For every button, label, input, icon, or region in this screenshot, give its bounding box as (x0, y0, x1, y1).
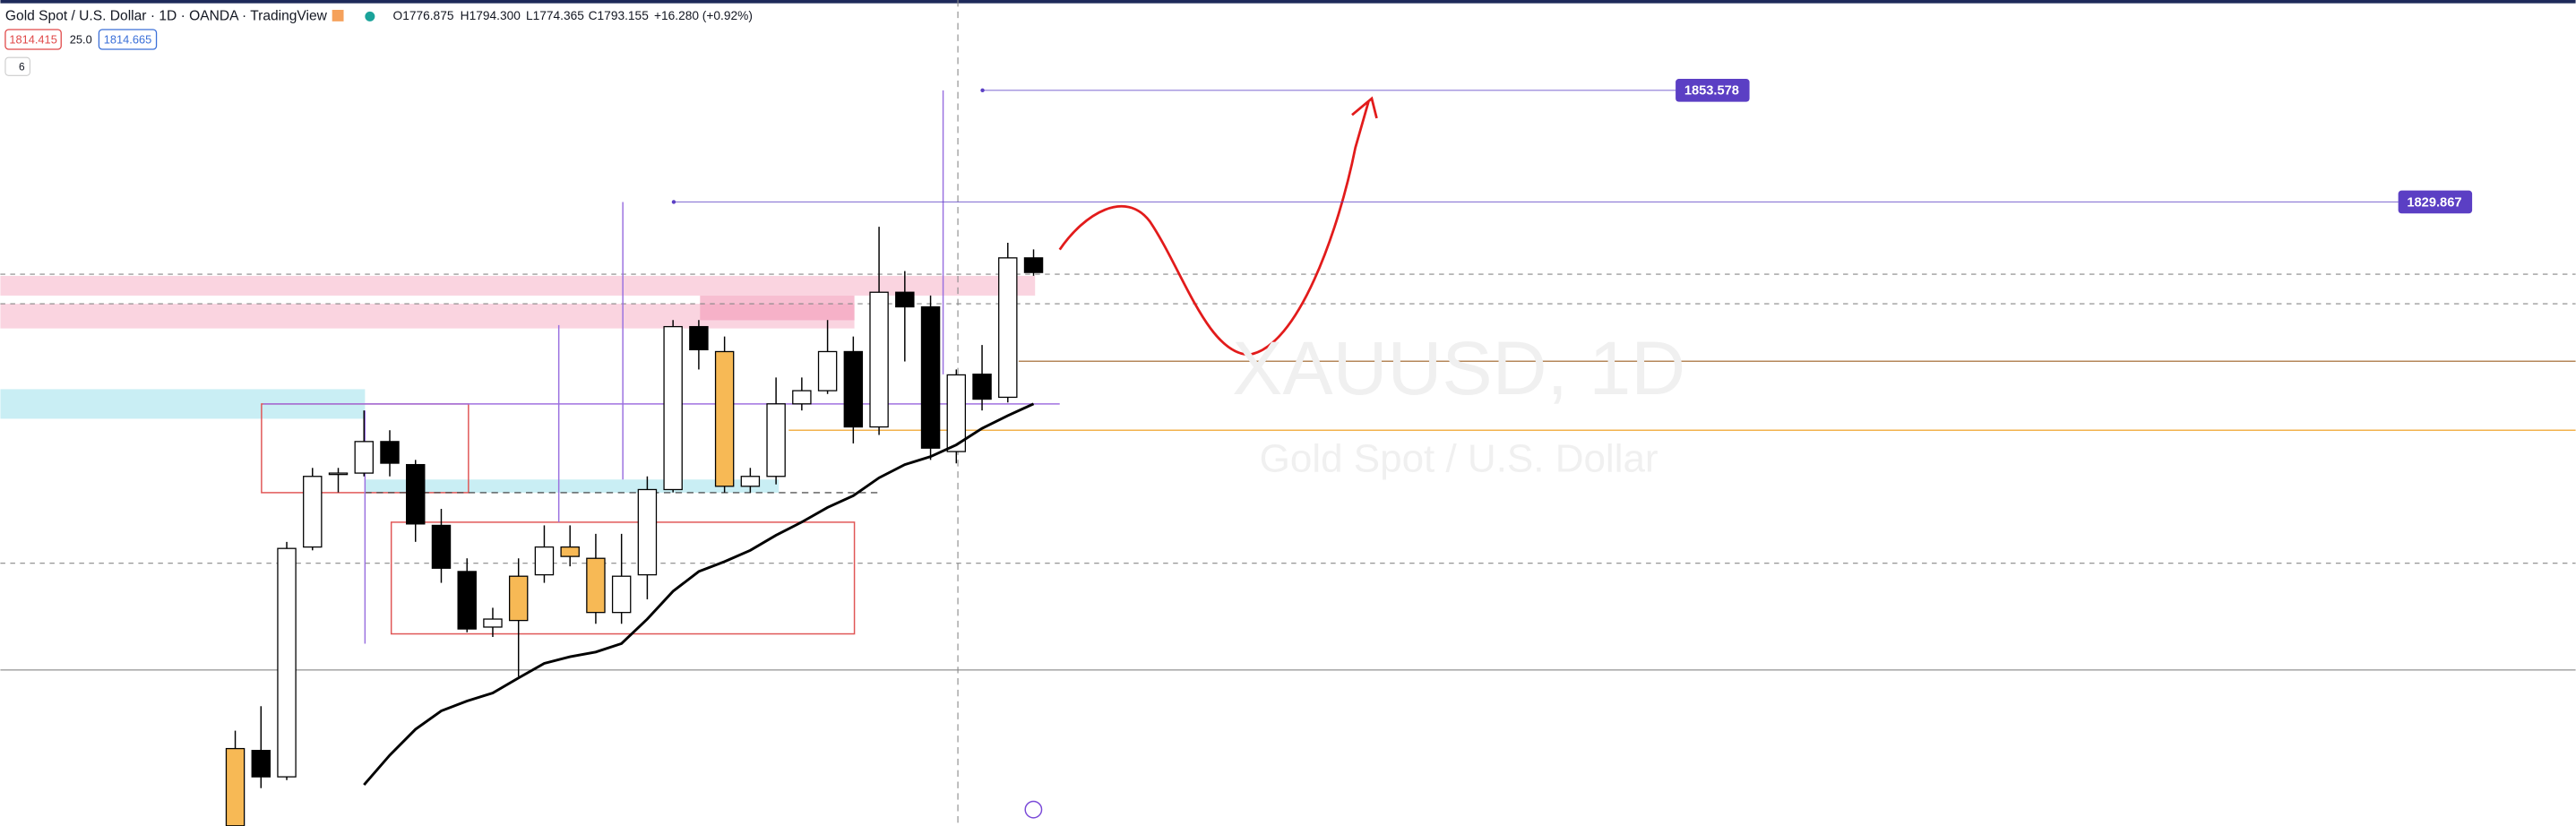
indicators-toggle[interactable] (4, 56, 30, 76)
ask-box[interactable] (98, 29, 158, 50)
candle-body (354, 441, 374, 474)
level-label: 1853.578 (1684, 84, 1739, 99)
readout-low: L1774.365 (526, 9, 584, 22)
bid[interactable]: 1814.415 (9, 32, 57, 46)
box (390, 521, 856, 635)
icon (332, 9, 344, 22)
candle-body (946, 374, 967, 452)
candle-body (431, 524, 452, 569)
candle-body (714, 350, 735, 487)
candle-body (586, 557, 606, 614)
candle-body (663, 325, 683, 491)
bid-box[interactable] (4, 29, 62, 50)
candle-body (508, 575, 529, 622)
level-badge (2398, 190, 2473, 214)
readout-open: O1776.875 (393, 9, 454, 22)
status-dot (365, 11, 375, 22)
candle-body (611, 575, 632, 614)
ask[interactable]: 1814.665 (104, 32, 152, 46)
supply-zone (700, 295, 855, 321)
readout-change: +16.280 (+0.92%) (654, 9, 753, 22)
candle-body (251, 750, 271, 778)
candle-body (689, 325, 709, 350)
candle-body (406, 463, 426, 525)
candle-body (998, 257, 1018, 399)
candle-body (277, 547, 297, 778)
candle-body (534, 546, 555, 576)
moving-average (363, 402, 1035, 787)
candle-body (303, 476, 323, 548)
level-label: 1829.867 (2407, 195, 2461, 210)
projection-arrow (1351, 96, 1378, 119)
candle-body (920, 305, 941, 449)
candle-body (637, 488, 658, 576)
watermark-symbol: XAUUSD, 1D (1232, 326, 1685, 410)
level-anchor (980, 88, 985, 93)
candle-body (972, 374, 992, 400)
candle-body (869, 291, 889, 428)
supply-zone (0, 275, 1036, 296)
candle-body (560, 546, 580, 557)
candle-body (457, 571, 477, 630)
candle-body (766, 403, 786, 478)
indicators-count[interactable]: 6 (19, 60, 25, 73)
readout-close: C1793.155 (589, 9, 650, 22)
event-icon[interactable] (1024, 800, 1043, 819)
level-anchor (671, 200, 676, 204)
candle-body (792, 390, 812, 405)
watermark-description: Gold Spot / U.S. Dollar (1260, 437, 1658, 481)
candle-body (817, 350, 838, 391)
readout-high: H1794.300 (461, 9, 521, 22)
candle-body (843, 350, 864, 428)
candle-body (380, 441, 400, 464)
candle-body (740, 476, 761, 487)
candle-body (225, 747, 246, 826)
candle-body (895, 291, 915, 308)
level-badge (1676, 79, 1750, 102)
symbol-title: Gold Spot / U.S. Dollar · 1D · OANDA · T… (5, 8, 328, 23)
candle-body (328, 472, 349, 476)
projection (1058, 101, 1370, 357)
candle-body (483, 618, 503, 628)
top-bar (0, 0, 2576, 4)
spread: 25.0 (70, 32, 92, 46)
candle-body (1023, 257, 1044, 273)
